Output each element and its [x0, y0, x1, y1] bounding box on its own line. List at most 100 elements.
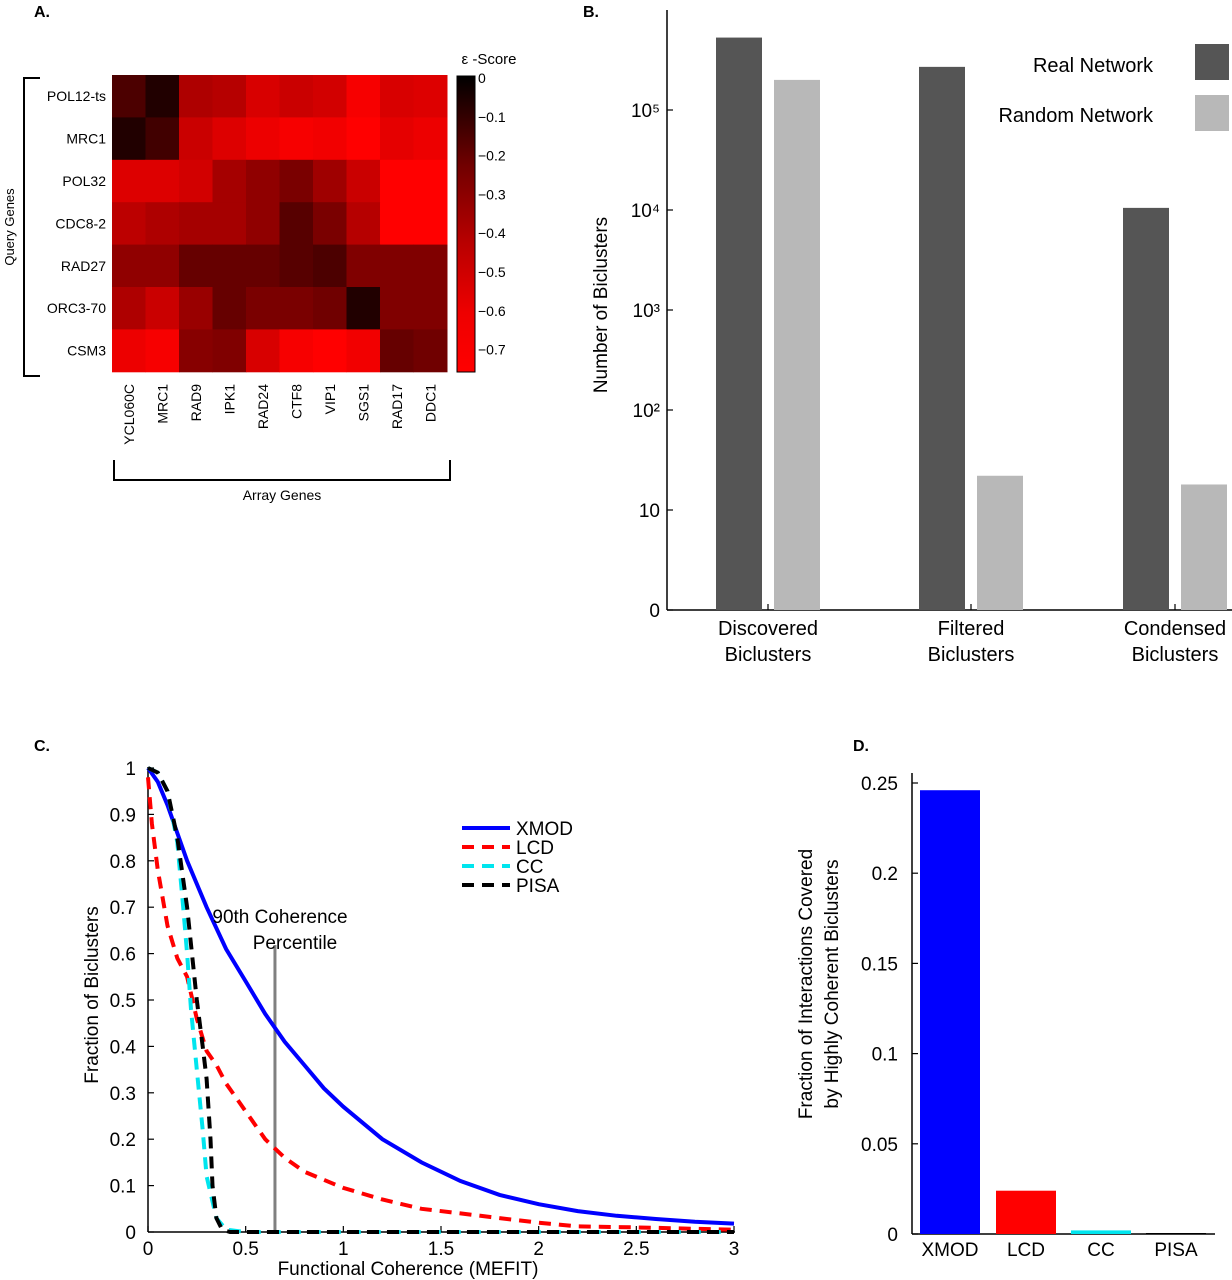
heatmap-cell [112, 117, 146, 161]
heatmap-cell [212, 202, 247, 246]
heatmap-cell [413, 117, 448, 161]
heatmap-cell [346, 287, 381, 330]
annotation-line-1: 90th Coherence [212, 907, 347, 928]
b-x-tick-label: Biclusters [1132, 644, 1219, 666]
heatmap-cell [279, 202, 314, 246]
colorbar-tick-label: −0.7 [478, 342, 506, 358]
heatmap-cell [112, 202, 146, 246]
heatmap-column-label: RAD9 [188, 384, 204, 422]
b-bar-real-network [1123, 207, 1169, 610]
heatmap-cell [246, 244, 280, 288]
heatmap-column-label: SGS1 [355, 384, 371, 422]
heatmap-cell [179, 329, 213, 373]
heatmap-cell [179, 117, 213, 161]
panel-label-a: A. [34, 4, 50, 21]
heatmap-ylabel: Query Genes [2, 188, 17, 266]
b-x-tick-label: Biclusters [928, 644, 1015, 666]
heatmap-cell [313, 117, 347, 161]
heatmap-cell [145, 159, 180, 203]
c-series-pisa [147, 766, 734, 1234]
d-bar-cc [1071, 1230, 1131, 1234]
b-y-tick-label: 10⁵ [631, 101, 660, 122]
heatmap-cell [246, 287, 280, 330]
heatmap-column-label: VIP1 [322, 384, 338, 415]
heatmap-row-labels: POL12-ts MRC1 POL32 CDC8-2 RAD27 ORC3-70 CSM3 [47, 88, 106, 358]
heatmap-cell [413, 75, 448, 118]
heatmap-row-label: RAD27 [61, 258, 106, 274]
heatmap-column-label: RAD24 [255, 384, 271, 429]
heatmap-cell [380, 287, 414, 330]
c-legend-label-cc: CC [516, 857, 543, 878]
b-y-tick-label: 10⁴ [631, 201, 660, 222]
d-x-tick-label: XMOD [922, 1240, 979, 1261]
c-legend-label-xmod: XMOD [516, 819, 573, 840]
panel-label-c: C. [34, 738, 50, 755]
heatmap-cell [112, 159, 146, 203]
colorbar-tick-label: −0.1 [478, 109, 506, 125]
heatmap-column-label: CTF8 [288, 384, 304, 419]
heatmap-cell [112, 244, 146, 288]
colorbar-tick-label: −0.5 [478, 264, 506, 280]
heatmap-cell [212, 75, 247, 118]
d-bars: XMOD LCD CC PISA [920, 790, 1206, 1261]
heatmap-cell [246, 117, 280, 161]
b-x-tick-label: Filtered [938, 618, 1005, 640]
heatmap-row-label: POL12-ts [47, 88, 106, 104]
heatmap-column-labels: YCL060C MRC1 RAD9 IPK1 RAD24 CTF8 VIP1 SGS1 RAD1… [121, 384, 439, 445]
heatmap-cell [413, 329, 448, 373]
c-y-ticks: 0 0.1 0.2 0.3 0.4 0.5 0.6 0.7 0.8 0.9 1 [110, 759, 154, 1244]
legend-real-network-label: Real Network [1033, 55, 1154, 77]
heatmap-cell [313, 287, 347, 330]
b-x-tick-label: Condensed [1124, 618, 1226, 640]
heatmap-column-label: YCL060C [121, 384, 137, 445]
heatmap-column-label: DDC1 [422, 384, 438, 422]
b-bar-random-network [774, 79, 820, 611]
d-bar-xmod [920, 790, 980, 1234]
c-x-tick-label: 2.5 [623, 1239, 649, 1260]
d-ylabel-line-2: by Highly Coherent Biclusters [822, 859, 843, 1108]
c-y-tick-label: 0.4 [110, 1037, 137, 1058]
c-series-lines [146, 766, 735, 1234]
heatmap-cell [112, 287, 146, 330]
heatmap-cell [313, 329, 347, 373]
colorbar-title: ε -Score [461, 51, 516, 68]
b-legend: Real Network Random Network [998, 44, 1229, 131]
b-x-tick-label: Biclusters [725, 644, 812, 666]
heatmap-row-label: CDC8-2 [55, 215, 106, 231]
annotation-line-2: Percentile [253, 933, 338, 954]
c-series-cc [147, 766, 734, 1234]
d-ylabel-line-1: Fraction of Interactions Covered [796, 849, 817, 1119]
heatmap-cell [112, 75, 146, 118]
heatmap-cell [346, 159, 381, 203]
heatmap-cell [279, 117, 314, 161]
c-x-tick-label: 3 [729, 1239, 740, 1260]
heatmap-cell [179, 75, 213, 118]
heatmap-cell [346, 329, 381, 373]
d-y-tick-label: 0.15 [861, 954, 898, 975]
b-bar-random-network [1181, 484, 1227, 610]
colorbar-tick-label: 0 [478, 70, 486, 86]
heatmap-cell [279, 287, 314, 330]
panel-d: D. 0 0.05 0.1 0.15 0.2 0.25 XMOD LCD CC PISA Fra… [796, 738, 1215, 1261]
heatmap-cell [246, 75, 280, 118]
c-x-tick-label: 0.5 [232, 1239, 258, 1260]
heatmap-cell [313, 75, 347, 118]
heatmap-cell [380, 244, 414, 288]
heatmap-cell [346, 202, 381, 246]
b-bar-real-network [919, 66, 965, 610]
colorbar [456, 75, 476, 373]
c-x-tick-label: 0 [143, 1239, 154, 1260]
c-ylabel: Fraction of Biclusters [82, 906, 103, 1083]
colorbar-tick-label: −0.6 [478, 303, 506, 319]
legend-real-network-swatch [1195, 44, 1229, 80]
d-x-tick-label: PISA [1154, 1240, 1198, 1261]
query-genes-bracket [23, 77, 40, 377]
heatmap-column-label: MRC1 [154, 384, 170, 424]
c-y-tick-label: 0.1 [110, 1177, 136, 1198]
heatmap-cell [212, 117, 247, 161]
d-y-tick-label: 0.1 [872, 1045, 898, 1066]
c-legend-label-lcd: LCD [516, 838, 554, 859]
panel-label-d: D. [853, 738, 869, 755]
heatmap-cell [380, 202, 414, 246]
heatmap-cell [380, 329, 414, 373]
